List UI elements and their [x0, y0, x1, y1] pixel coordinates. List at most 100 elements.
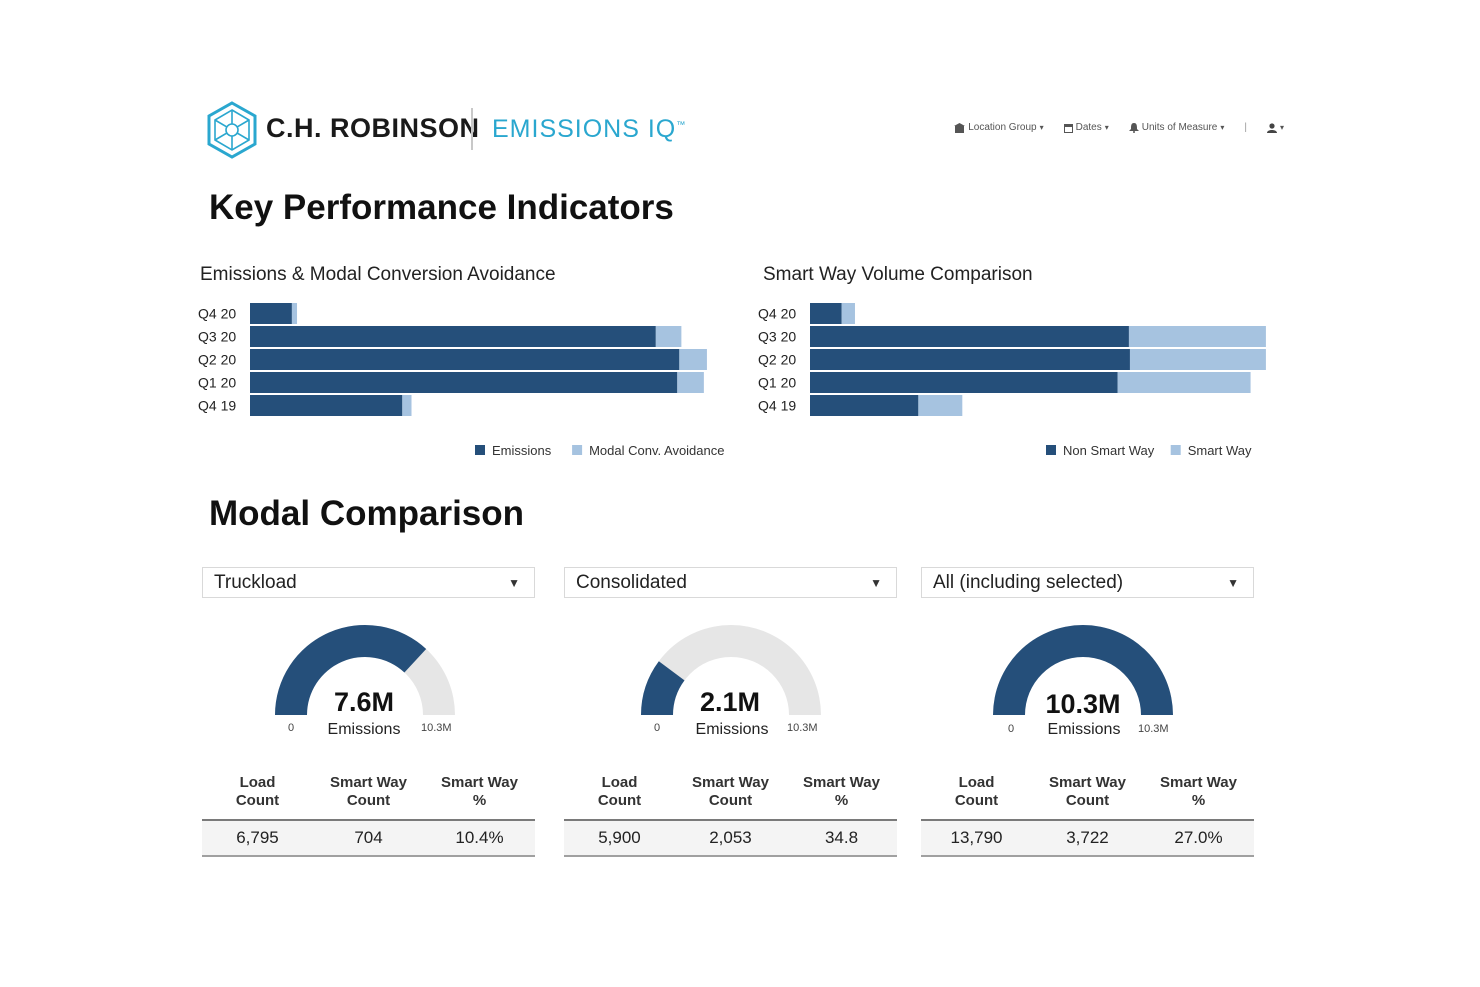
nav-units-of-measure[interactable]: Units of Measure ▾ [1128, 122, 1224, 133]
bar-secondary-q419 [402, 395, 412, 416]
bar-secondary-q120 [677, 372, 704, 393]
smartway-pct-value: 27.0% [1174, 828, 1223, 847]
stats-table-consolidated: Load Count Smart Way Count Smart Way% 5,90… [564, 765, 897, 857]
gauge-3-min: 0 [1008, 723, 1015, 735]
bar-secondary-q220 [1129, 349, 1266, 370]
top-nav: Location Group ▾ Dates ▾ Units of Measur… [954, 122, 1284, 133]
chevron-down-icon: ▾ [1279, 123, 1284, 132]
gauge-truckload [275, 625, 455, 715]
category-label: Q3 20 [758, 329, 796, 345]
smartway-count-value: 3,722 [1066, 828, 1109, 847]
legend-swatch [572, 445, 583, 455]
category-label: Q4 20 [758, 306, 796, 322]
gauge-all [993, 625, 1173, 715]
bar-primary-q419 [250, 395, 403, 416]
bar-primary-q220 [810, 349, 1130, 370]
header-divider [471, 108, 473, 150]
category-label: Q3 20 [198, 329, 236, 345]
category-label: Q4 20 [198, 306, 236, 322]
header-load-count: Load Count [954, 774, 999, 809]
header-smartway-count: Smart Way Count [1049, 774, 1126, 809]
building-icon [954, 122, 966, 133]
header-smartway-count: Smart Way Count [692, 774, 769, 809]
caret-down-icon: ▼ [1227, 575, 1239, 590]
smartway-count-value: 2,053 [709, 828, 752, 847]
legend-swatch [475, 445, 485, 455]
trademark-symbol: ™ [676, 119, 687, 130]
nav-separator: | [1244, 122, 1247, 133]
gauge-track [641, 625, 821, 715]
smartway-count-value: 704 [354, 828, 383, 847]
stats-header: Load Count Smart Way Count Smart Way% [202, 765, 535, 819]
legend-swatch [1170, 445, 1181, 455]
ch-robinson-logo-icon [207, 101, 257, 159]
nav-location-group[interactable]: Location Group ▾ [954, 122, 1044, 133]
bar-secondary-q420 [841, 303, 855, 324]
stats-table-all: Load Count Smart Way Count Smart Way% 13,7… [921, 765, 1254, 857]
modal-comparison-title: Modal Comparison [209, 494, 525, 533]
load-count-value: 5,900 [598, 828, 641, 847]
gauge-fill [993, 625, 1173, 715]
chart-1-title: Emissions & Modal Conversion Avoidance [200, 264, 556, 285]
category-label: Q2 20 [198, 352, 236, 368]
calendar-icon [1063, 123, 1073, 133]
mode-select-1-value: Truckload [214, 571, 297, 593]
mode-select-2[interactable]: Consolidated ▼ [564, 567, 897, 598]
mode-select-3-value: All (including selected) [933, 571, 1124, 593]
legend-label: Non Smart Way [1063, 443, 1155, 458]
chevron-down-icon: ▾ [1039, 123, 1044, 132]
header-load-count: Load Count [597, 774, 642, 809]
load-count-value: 6,795 [236, 828, 279, 847]
emissions-chart: Q4 20 Q3 20 Q2 20 Q1 20 Q4 19 Emissions Modal … [198, 303, 724, 458]
nav-dates[interactable]: Dates ▾ [1063, 122, 1109, 133]
legend-swatch [1046, 445, 1056, 455]
chevron-down-icon: ▾ [1104, 123, 1109, 132]
bar-primary-q220 [250, 349, 680, 370]
header-smartway-count: Smart Way Count [330, 774, 407, 809]
gauge-2-min: 0 [654, 722, 661, 734]
gauge-2-label: Emissions [695, 721, 769, 738]
smartway-pct-value: 34.8 [824, 828, 859, 847]
stats-table-truckload: Load Count Smart Way Count Smart Way% 6,79… [202, 765, 535, 857]
header-smartway-pct: Smart Way% [803, 774, 880, 809]
bar-primary-q320 [810, 326, 1129, 347]
category-label: Q1 20 [198, 375, 236, 391]
bar-primary-q120 [250, 372, 678, 393]
bar-primary-q320 [250, 326, 656, 347]
mode-select-3[interactable]: All (including selected) ▼ [921, 567, 1254, 598]
bell-icon [1128, 122, 1139, 133]
chart-2-title: Smart Way Volume Comparison [763, 264, 1033, 285]
nav-units-label: Units of Measure [1141, 122, 1218, 133]
bar-primary-q419 [810, 395, 919, 416]
nav-dates-label: Dates [1075, 122, 1102, 133]
smartway-volume-chart: Q4 20 Q3 20 Q2 20 Q1 20 Q4 19 Non Smart Way Sm… [758, 303, 1266, 458]
table-row: 5,900 2,053 34.8 [564, 819, 897, 857]
gauge-1-value: 7.6M [333, 687, 395, 717]
caret-down-icon: ▼ [508, 575, 520, 590]
user-menu[interactable]: ▾ [1266, 122, 1284, 133]
bar-secondary-q320 [1128, 326, 1266, 347]
bar-primary-q420 [810, 303, 842, 324]
gauge-consolidated [641, 625, 821, 715]
header-smartway-pct: Smart Way% [441, 774, 518, 809]
legend-label: Smart Way [1188, 443, 1252, 458]
table-row: 13,790 3,722 27.0% [921, 819, 1254, 857]
mode-select-1[interactable]: Truckload ▼ [202, 567, 535, 598]
stats-header: Load Count Smart Way Count Smart Way% [921, 765, 1254, 819]
category-label: Q4 19 [198, 398, 236, 414]
user-icon [1266, 122, 1277, 133]
bar-primary-q420 [250, 303, 292, 324]
legend-label: Modal Conv. Avoidance [589, 443, 724, 458]
bar-secondary-q419 [918, 395, 963, 416]
legend-label: Emissions [492, 443, 552, 458]
kpi-title: Key Performance Indicators [209, 188, 674, 227]
gauge-1-max: 10.3M [421, 722, 452, 734]
load-count-value: 13,790 [950, 828, 1003, 847]
stats-header: Load Count Smart Way Count Smart Way% [564, 765, 897, 819]
product-name: EMISSIONS IQ™ [492, 115, 687, 143]
smartway-pct-value: 10.4% [455, 828, 504, 847]
gauge-2-value: 2.1M [699, 687, 761, 717]
category-label: Q2 20 [758, 352, 796, 368]
category-label: Q4 19 [758, 398, 796, 414]
header-smartway-pct: Smart Way% [1160, 774, 1237, 809]
